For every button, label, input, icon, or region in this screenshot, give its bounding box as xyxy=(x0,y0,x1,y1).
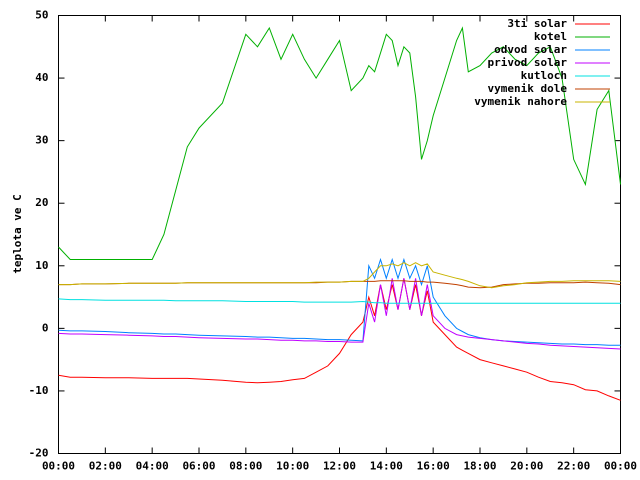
y-tick-label: 40 xyxy=(35,71,48,84)
legend-label: kutloch xyxy=(521,69,567,82)
x-tick-label: 18:00 xyxy=(463,460,496,473)
x-tick-label: 10:00 xyxy=(276,460,309,473)
legend-label: vymenik dole xyxy=(488,82,568,95)
y-tick-label: -10 xyxy=(29,384,49,397)
y-tick-label: 10 xyxy=(35,259,48,272)
x-tick-label: 14:00 xyxy=(370,460,403,473)
y-tick-label: 50 xyxy=(35,9,48,22)
y-tick-label: 30 xyxy=(35,134,48,147)
legend-label: kotel xyxy=(534,30,567,43)
x-tick-label: 22:00 xyxy=(557,460,590,473)
y-axis-label: teplota ve C xyxy=(11,194,24,273)
legend-label: privod solar xyxy=(488,56,568,69)
y-tick-label: 0 xyxy=(42,321,49,334)
x-tick-label: 16:00 xyxy=(417,460,450,473)
x-tick-label: 20:00 xyxy=(510,460,543,473)
x-tick-label: 12:00 xyxy=(323,460,356,473)
x-tick-label: 04:00 xyxy=(136,460,169,473)
series-line xyxy=(58,298,621,304)
x-tick-label: 08:00 xyxy=(229,460,262,473)
legend-label: odvod solar xyxy=(494,43,567,56)
series-line xyxy=(58,262,621,289)
series-line xyxy=(58,278,621,350)
x-tick-label: 00:00 xyxy=(604,460,637,473)
x-tick-label: 02:00 xyxy=(89,460,122,473)
legend-label: vymenik nahore xyxy=(474,95,567,108)
y-tick-label: -20 xyxy=(29,447,49,460)
series-line xyxy=(58,26,621,260)
x-tick-label: 00:00 xyxy=(42,460,75,473)
x-tick-label: 06:00 xyxy=(182,460,215,473)
legend-label: 3ti solar xyxy=(507,17,567,30)
y-tick-label: 20 xyxy=(35,196,48,209)
series-line xyxy=(58,278,621,401)
series-line xyxy=(58,257,621,346)
